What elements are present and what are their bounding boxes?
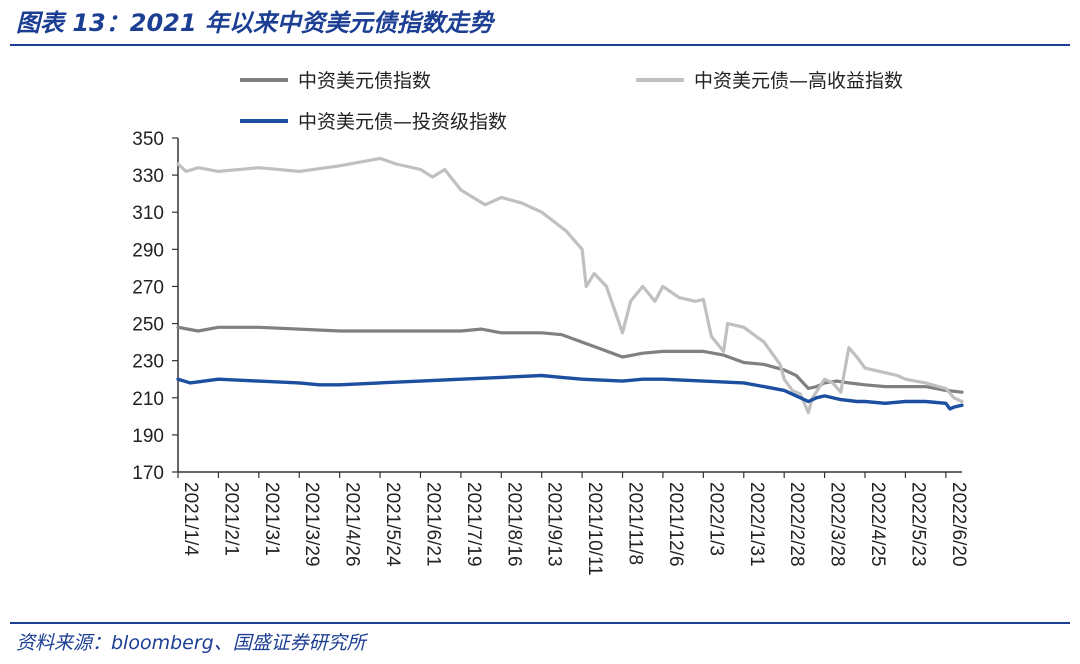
x-tick-label: 2021/3/29 <box>301 482 322 567</box>
x-tick-label: 2021/9/13 <box>544 482 565 567</box>
y-tick-label: 250 <box>132 315 164 336</box>
source-divider <box>10 622 1070 624</box>
legend-label-1: 中资美元债指数 <box>298 70 431 92</box>
x-tick-label: 2021/2/1 <box>220 482 241 556</box>
y-tick-label: 310 <box>132 203 164 224</box>
y-tick-label: 290 <box>132 240 164 261</box>
y-tick-label: 170 <box>132 463 164 484</box>
series-group <box>176 156 964 415</box>
x-tick-label: 2022/1/31 <box>746 482 767 567</box>
legend-label-2: 中资美元债—高收益指数 <box>694 70 903 92</box>
x-tick-label: 2021/5/24 <box>382 482 403 567</box>
x-tick-label: 2021/4/26 <box>342 482 363 567</box>
x-tick-label: 2022/2/28 <box>786 482 807 567</box>
x-tick-label: 2021/10/11 <box>584 482 605 576</box>
y-tick-label: 330 <box>132 166 164 187</box>
x-tick-label: 2022/5/23 <box>907 482 928 567</box>
x-tick-label: 2021/11/8 <box>625 482 646 565</box>
series-line-3 <box>176 373 964 411</box>
x-tick-label: 2021/7/19 <box>463 482 484 567</box>
x-tick-label: 2022/3/28 <box>827 482 848 567</box>
line-chart: 170 190 210 230 250 270 290 310 330 350 2021/1/4 20… <box>132 70 969 576</box>
x-tick-label: 2021/12/6 <box>665 482 686 567</box>
legend-label-3: 中资美元债—投资级指数 <box>298 111 507 133</box>
x-tick-label: 2021/3/1 <box>261 482 282 556</box>
x-tick-label: 2022/6/20 <box>948 482 969 567</box>
axes: 170 190 210 230 250 270 290 310 330 350 2021/1/4 20… <box>132 129 969 576</box>
y-tick-label: 190 <box>132 426 164 447</box>
x-tick-label: 2022/1/3 <box>705 482 726 556</box>
y-tick-label: 210 <box>132 389 164 410</box>
y-tick-label: 350 <box>132 129 164 150</box>
x-tick-label: 2022/4/25 <box>867 482 888 567</box>
title-divider <box>10 44 1070 46</box>
chart-title: 图表 13：2021 年以来中资美元债指数走势 <box>16 9 493 37</box>
y-tick-label: 270 <box>132 277 164 298</box>
series-line-2 <box>176 156 964 415</box>
x-tick-label: 2021/6/21 <box>422 482 443 567</box>
x-tick-label: 2021/1/4 <box>180 482 201 556</box>
series-line-1 <box>176 325 964 394</box>
source-note: 资料来源：bloomberg、国盛证券研究所 <box>16 632 366 654</box>
y-tick-label: 230 <box>132 352 164 373</box>
x-tick-label: 2021/8/16 <box>503 482 524 567</box>
